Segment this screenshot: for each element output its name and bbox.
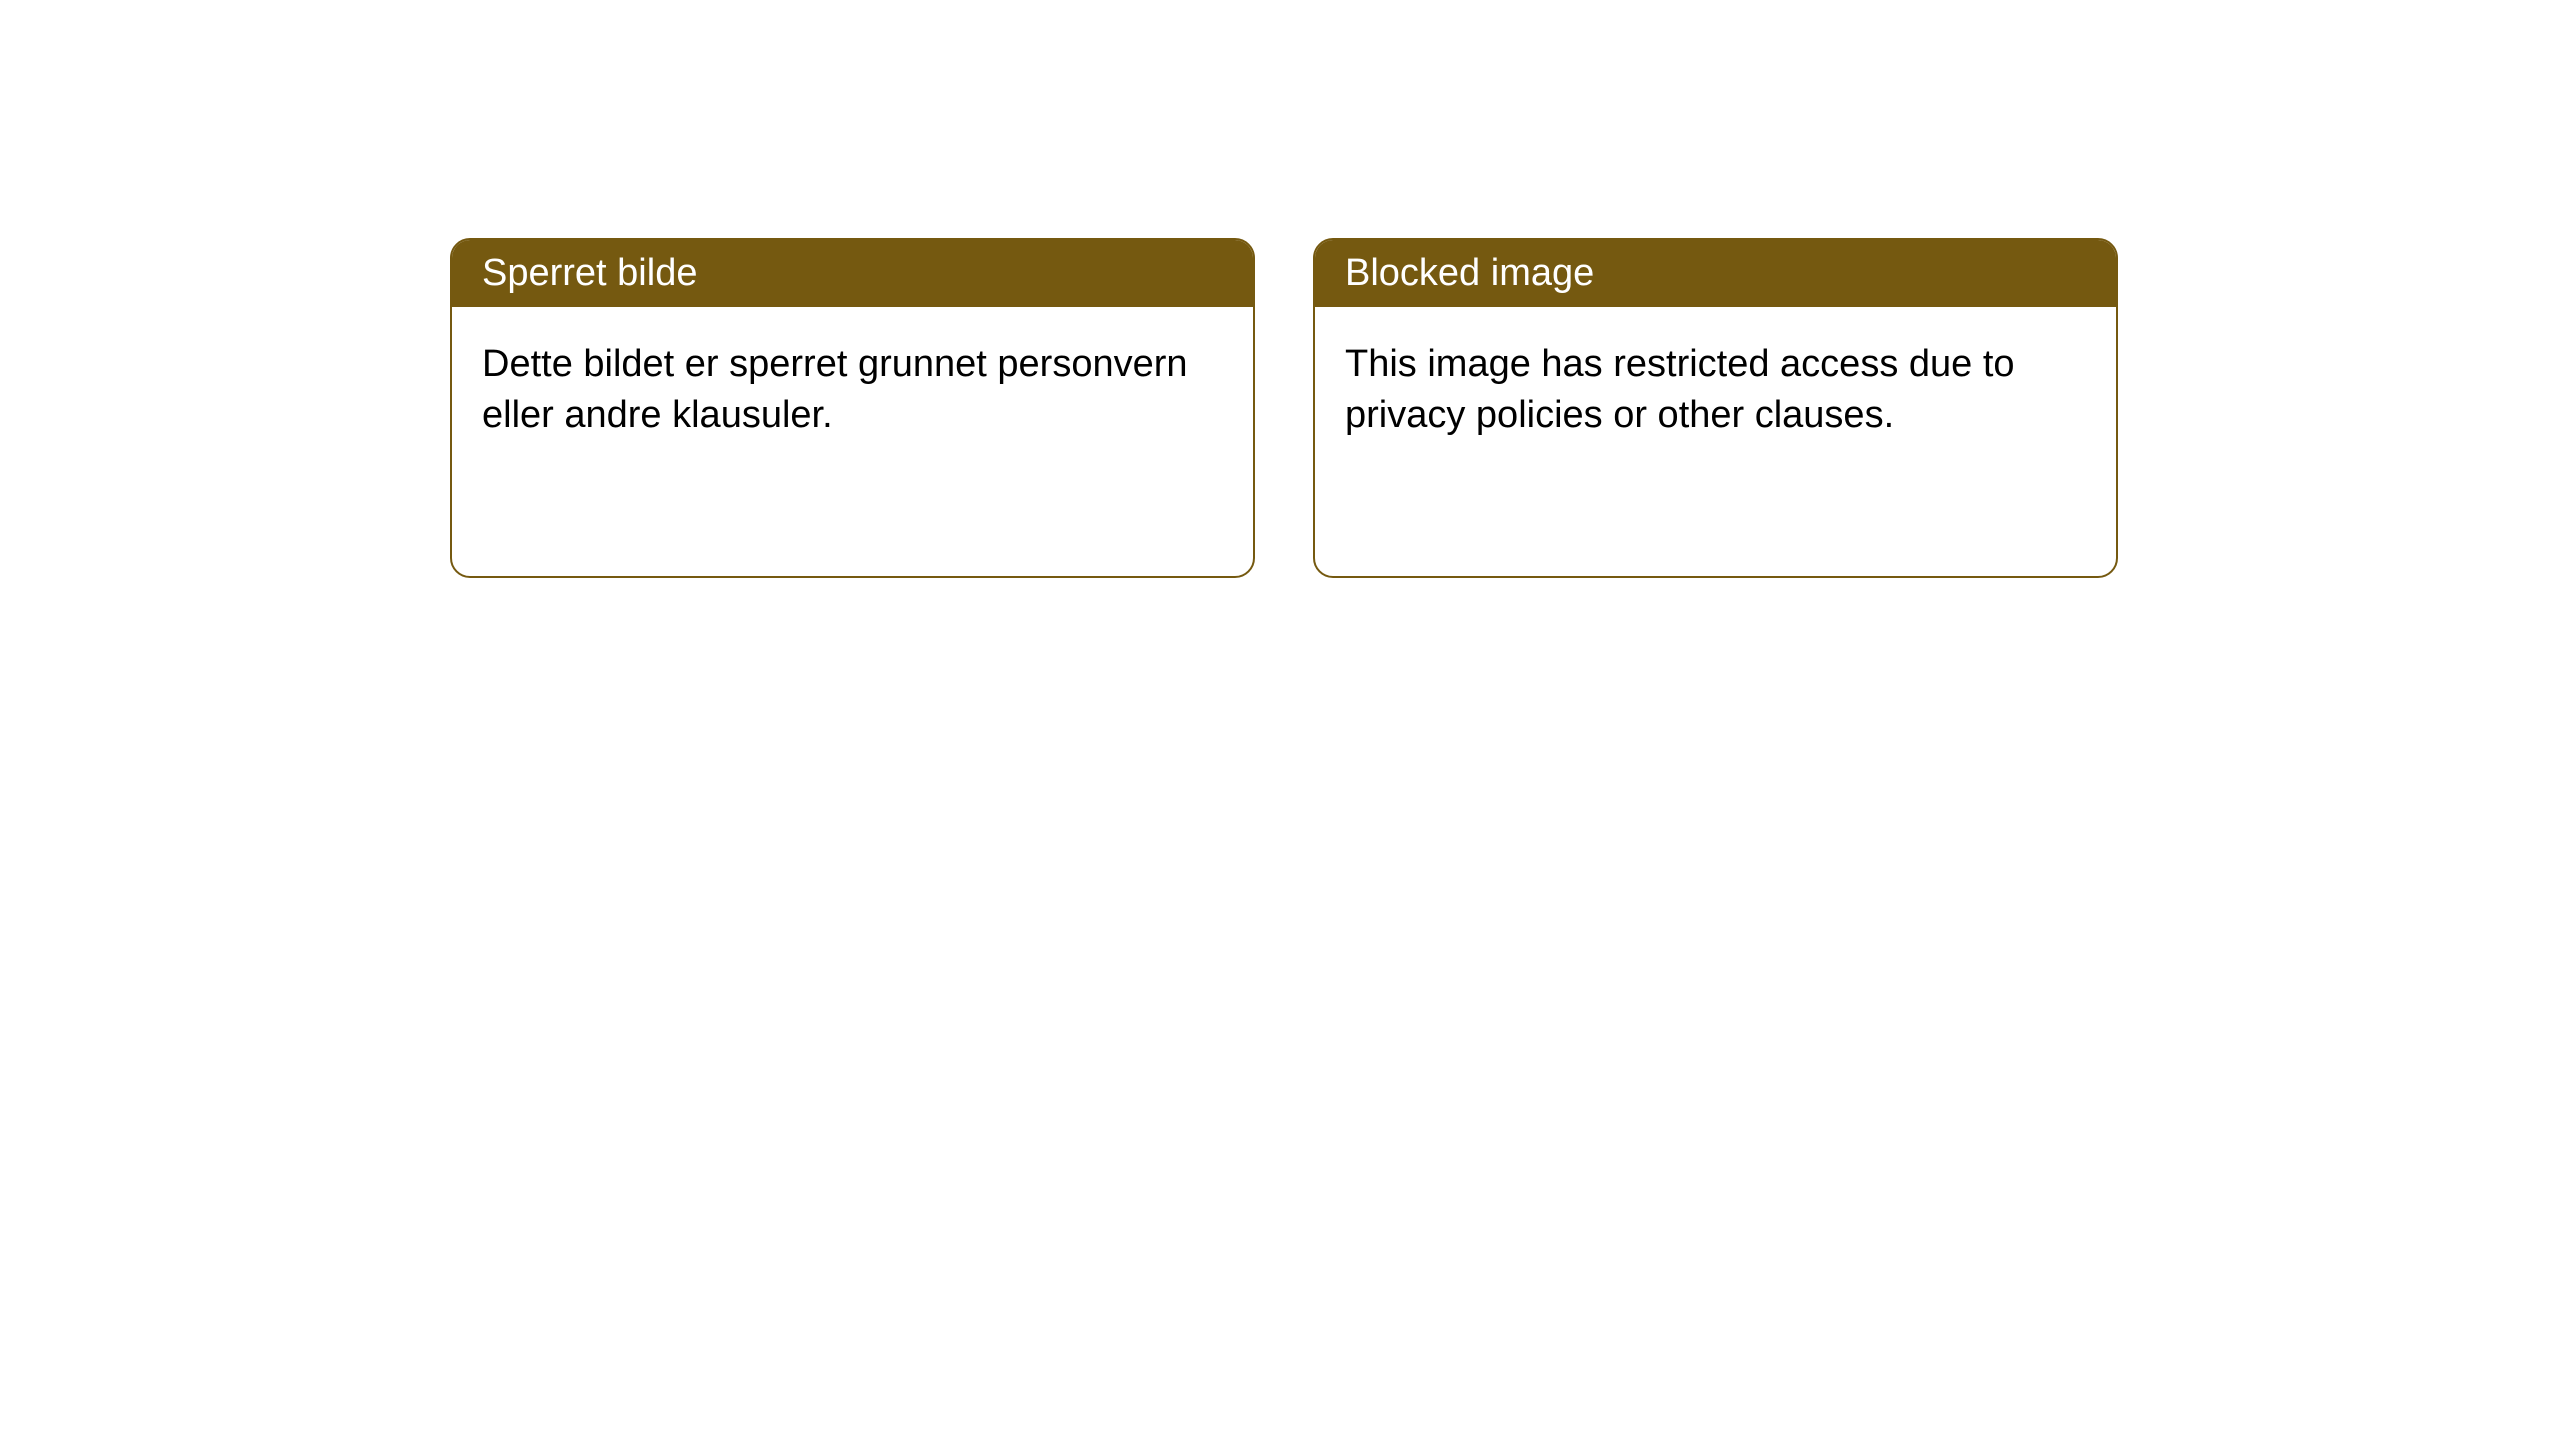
- card-header-no: Sperret bilde: [452, 240, 1253, 307]
- card-body-text-no: Dette bildet er sperret grunnet personve…: [482, 343, 1188, 436]
- card-body-en: This image has restricted access due to …: [1315, 307, 2116, 474]
- card-body-no: Dette bildet er sperret grunnet personve…: [452, 307, 1253, 474]
- card-title-no: Sperret bilde: [482, 252, 697, 294]
- card-header-en: Blocked image: [1315, 240, 2116, 307]
- blocked-image-cards: Sperret bilde Dette bildet er sperret gr…: [450, 238, 2118, 578]
- card-title-en: Blocked image: [1345, 252, 1594, 294]
- blocked-image-card-no: Sperret bilde Dette bildet er sperret gr…: [450, 238, 1255, 578]
- card-body-text-en: This image has restricted access due to …: [1345, 343, 2015, 436]
- blocked-image-card-en: Blocked image This image has restricted …: [1313, 238, 2118, 578]
